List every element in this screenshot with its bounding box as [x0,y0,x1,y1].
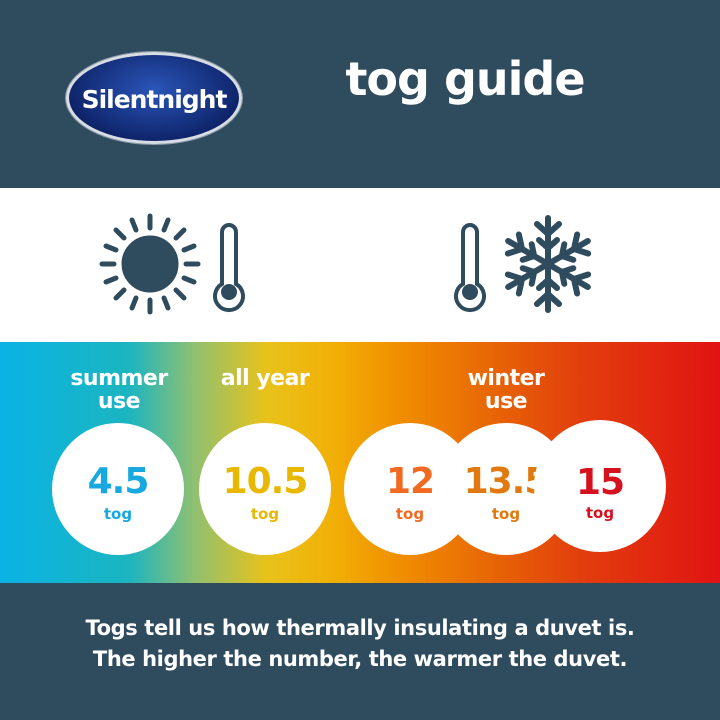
footer: Togs tell us how thermally insulating a … [0,583,720,720]
category-label: all year [220,366,310,391]
tog-circle-10-5: 10.5 tog [199,423,331,555]
category-summer: summer use [58,367,180,413]
thermometer-icon-left [213,223,245,313]
tog-circle-4-5: 4.5 tog [52,423,184,555]
category-label: use [97,389,141,414]
footer-line-2: The higher the number, the warmer the du… [92,647,628,671]
thermometer-icon-right [454,223,486,313]
tog-value: 15 [575,462,625,503]
footer-line-1: Togs tell us how thermally insulating a … [85,616,635,640]
category-all-year: all year [205,367,325,390]
tog-unit: tog [395,505,425,523]
tog-value: 10.5 [222,461,309,502]
tog-circle-12: 12 tog [344,423,476,555]
tog-value: 12 [385,461,435,502]
page-title: tog guide [345,52,585,106]
sun-icon [99,213,201,315]
header: Silentnight tog guide [0,0,720,188]
tog-value: 4.5 [87,461,150,502]
icons-svg [99,213,720,315]
category-label: winter [467,366,545,391]
snowflake-icon [503,215,594,310]
tog-circle-15: 15 tog [534,420,666,552]
category-label: summer [70,366,168,391]
tog-unit: tog [491,505,521,523]
icon-row [0,188,720,342]
tog-unit: tog [250,505,280,523]
silentnight-logo: Silentnight [66,52,242,144]
logo-text: Silentnight [81,85,228,114]
tog-gradient-band: summer use all year winter use 4.5 tog 1… [0,342,720,583]
category-label: use [484,389,528,414]
tog-unit: tog [103,505,133,523]
category-winter: winter use [446,367,566,413]
tog-unit: tog [585,504,615,522]
